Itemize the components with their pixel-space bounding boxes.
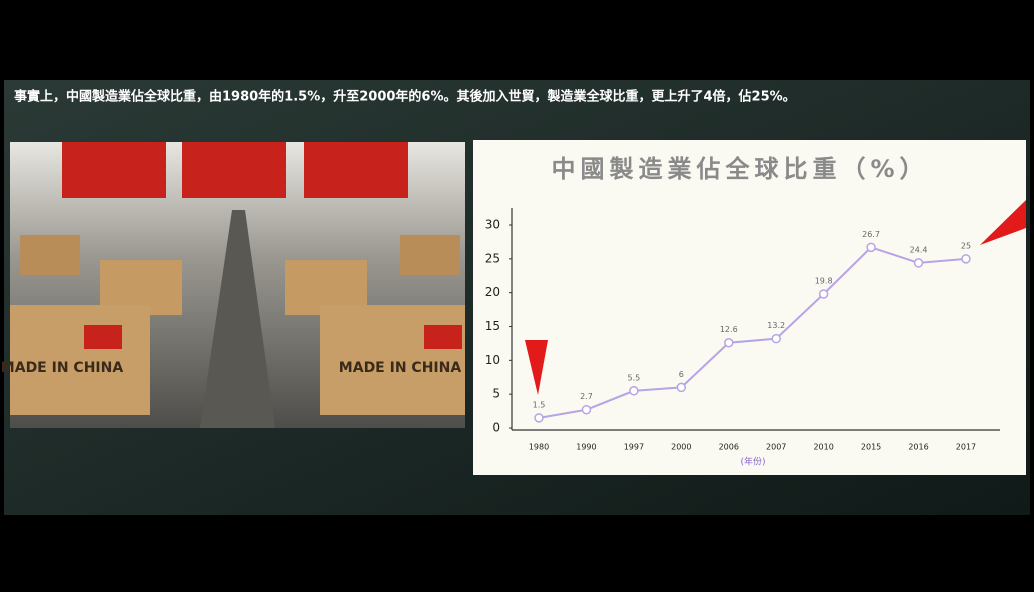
data-point [913, 258, 924, 268]
data-label: 24.4 [910, 245, 928, 254]
caption: 事實上，中國製造業佔全球比重，由1980年的1.5%，升至2000年的6%。其後… [14, 89, 796, 105]
box-label: MADE IN CHINA [1, 360, 124, 376]
data-point [629, 386, 639, 396]
data-point [771, 333, 781, 344]
data-label: 26.7 [862, 230, 880, 239]
chart-panel [473, 140, 1026, 475]
data-label: 6 [679, 370, 684, 379]
y-tick-label: 5 [492, 387, 500, 401]
arrow-annotation [525, 340, 548, 395]
data-point [676, 382, 687, 393]
y-tick-label: 10 [485, 353, 500, 367]
x-tick-label: 2017 [956, 443, 976, 452]
x-tick-label: 1997 [624, 443, 644, 452]
data-point [961, 254, 971, 264]
x-tick-label: 2016 [908, 443, 928, 452]
data-point [724, 337, 734, 348]
y-tick-label: 25 [485, 251, 500, 265]
x-tick-label: 2007 [766, 443, 786, 452]
data-point [818, 289, 829, 299]
x-tick-label: 1980 [529, 443, 549, 452]
data-label: 1.5 [533, 400, 546, 409]
data-point [866, 242, 876, 253]
box-label: MADE IN CHINA [339, 360, 462, 376]
x-axis-label: (年份) [740, 456, 765, 468]
y-tick-label: 0 [492, 421, 500, 435]
data-label: 19.8 [815, 277, 833, 286]
y-tick-label: 15 [485, 319, 500, 333]
data-point [581, 404, 592, 415]
x-tick-label: 2010 [813, 443, 833, 452]
x-tick-label: 1990 [576, 443, 596, 452]
data-point [534, 413, 544, 423]
chart-title: 中國製造業佔全球比重（%） [551, 155, 928, 183]
y-tick-label: 30 [485, 218, 500, 232]
x-tick-label: 2000 [671, 443, 691, 452]
data-label: 13.2 [767, 321, 785, 330]
photo: MADE IN CHINA MADE IN CHINA [1, 142, 465, 428]
arrow-annotation [980, 200, 1026, 245]
data-label: 5.5 [628, 373, 641, 382]
x-tick-label: 2006 [719, 443, 739, 452]
y-tick-label: 20 [485, 285, 500, 299]
data-label: 2.7 [580, 392, 593, 401]
data-label: 25 [961, 241, 971, 250]
data-label: 12.6 [720, 325, 738, 334]
data-line [538, 246, 967, 419]
x-tick-label: 2015 [861, 443, 881, 452]
